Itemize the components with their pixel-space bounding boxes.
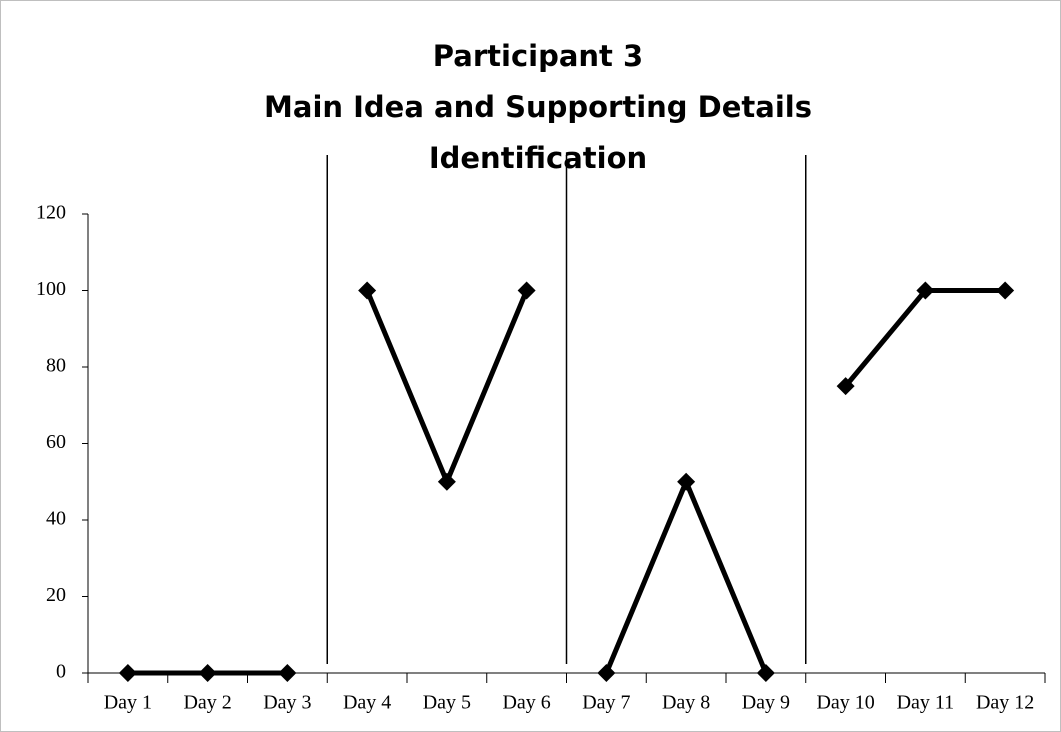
x-tick-label: Day 9 [742, 692, 790, 714]
data-marker [198, 664, 217, 682]
data-marker [996, 281, 1015, 300]
data-line [364, 289, 529, 485]
x-tick-label: Day 1 [104, 692, 152, 714]
x-tick-label: Day 3 [263, 692, 311, 714]
chart-title: Identification [429, 141, 647, 175]
data-marker [358, 281, 377, 300]
data-marker [677, 472, 696, 491]
data-marker [756, 664, 775, 682]
x-tick-label: Day 8 [662, 692, 710, 714]
y-tick-label: 40 [46, 508, 66, 530]
y-tick-label: 100 [36, 278, 66, 300]
data-marker [597, 664, 616, 682]
data-marker [278, 664, 297, 682]
y-tick-label: 0 [56, 661, 66, 683]
data-line [843, 288, 1006, 388]
x-tick-label: Day 5 [423, 692, 471, 714]
data-marker [836, 377, 855, 396]
y-tick-label: 120 [36, 202, 66, 224]
x-tick-label: Day 4 [343, 692, 391, 714]
data-marker [517, 281, 536, 300]
data-line [604, 479, 769, 674]
x-tick-label: Day 6 [502, 692, 550, 714]
x-tick-label: Day 10 [816, 692, 874, 714]
chart-title: Participant 3 [433, 39, 643, 73]
y-tick-label: 80 [46, 355, 66, 377]
y-tick-label: 60 [46, 431, 66, 453]
x-tick-label: Day 7 [582, 692, 630, 714]
x-tick-label: Day 11 [897, 692, 955, 714]
data-marker [916, 281, 935, 300]
x-tick-label: Day 12 [976, 692, 1034, 714]
data-marker [437, 472, 456, 491]
y-tick-label: 20 [46, 584, 66, 606]
x-tick-label: Day 2 [183, 692, 231, 714]
chart-title: Main Idea and Supporting Details [264, 90, 812, 124]
data-marker [118, 664, 137, 682]
